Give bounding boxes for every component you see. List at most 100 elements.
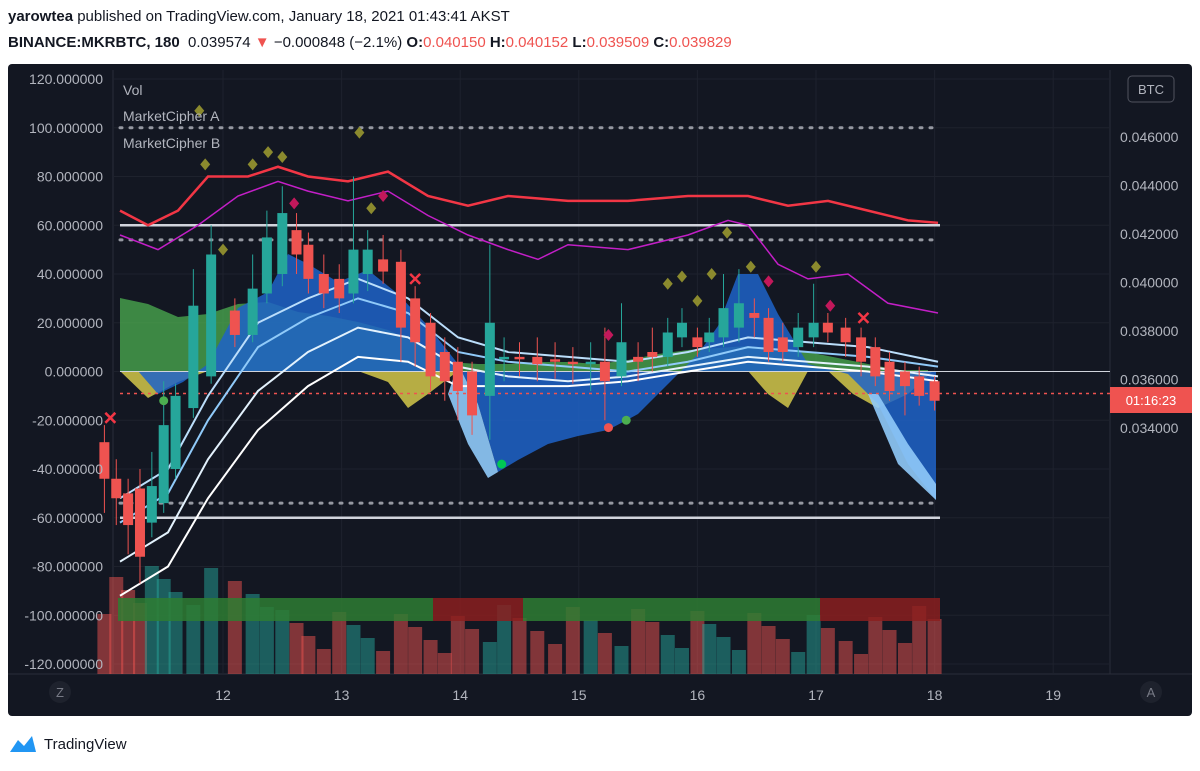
publish-line: yarowtea published on TradingView.com, J… [8, 8, 510, 25]
volume-bar [806, 615, 821, 674]
candle-body [763, 317, 774, 352]
published-text: published on TradingView.com, January 18… [77, 8, 510, 25]
close-value: 0.039829 [669, 34, 732, 51]
trend-segment-green [523, 598, 820, 621]
volume-bar [716, 637, 731, 674]
candle-body [793, 327, 804, 348]
signals [104, 104, 870, 469]
corner-z-text: Z [56, 685, 64, 700]
left-tick-label: 40.000000 [37, 266, 103, 282]
candle-body [452, 361, 463, 391]
auto-scale-text: A [1147, 685, 1156, 700]
left-tick-label: -60.000000 [32, 510, 103, 526]
wave-line [119, 355, 939, 597]
diamond-signal-icon [662, 277, 673, 290]
left-tick-label: 0.000000 [45, 364, 104, 380]
candle-body [348, 249, 359, 294]
candle-body [277, 213, 288, 274]
volume-bar [482, 642, 497, 674]
low-label: L: [572, 34, 587, 51]
legend-marketcipher-b: MarketCipher B [123, 135, 220, 151]
candle-body [808, 322, 819, 338]
candle-body [733, 303, 744, 328]
x-tick-label: 14 [452, 687, 468, 703]
candle-body [616, 342, 627, 377]
volume-bar [423, 640, 438, 674]
volume-bar [775, 639, 790, 674]
sell-diamond-icon [378, 190, 389, 202]
candle-body [567, 361, 578, 365]
volume-bar [393, 614, 408, 674]
volume-bar [820, 628, 835, 674]
candle-body [484, 322, 495, 396]
volume-bar [882, 630, 897, 674]
countdown-text: 01:16:23 [1126, 393, 1177, 408]
volume-bar [927, 619, 942, 674]
volume-bar [301, 636, 316, 674]
volume-bar [360, 638, 375, 674]
x-tick-label: 15 [571, 687, 587, 703]
currency-badge[interactable]: BTC [1127, 75, 1175, 103]
candle-body [633, 356, 644, 362]
cross-signal-icon [104, 411, 117, 424]
left-tick-label: 20.000000 [37, 315, 103, 331]
dot-signal-icon [497, 459, 507, 469]
volume-bar [838, 641, 853, 674]
volume-bar [583, 620, 598, 674]
candle-body [425, 322, 436, 377]
symbol-label: BINANCE:MKRBTC, 180 [8, 34, 180, 51]
low-value: 0.039509 [586, 34, 650, 51]
diamond-signal-icon [745, 260, 756, 273]
author-name[interactable]: yarowtea [8, 8, 74, 25]
left-tick-label: -40.000000 [32, 461, 103, 477]
open-value: 0.040150 [423, 34, 486, 51]
volume-bar [465, 629, 480, 674]
cross-signal-icon [409, 272, 422, 285]
candle-body [206, 254, 217, 377]
candle-body [134, 488, 145, 557]
candle-body [362, 249, 373, 274]
volume-bar [614, 646, 629, 674]
chart-svg[interactable]: 120.000000100.00000080.00000060.00000040… [8, 64, 1192, 716]
trend-segment-red [820, 598, 940, 621]
candle-body [188, 305, 199, 409]
diamond-signal-icon [366, 202, 377, 215]
candle-body [123, 493, 134, 526]
candle-body [662, 332, 673, 357]
volume-bar [761, 626, 776, 674]
candle-body [291, 230, 302, 255]
volume-bar [597, 633, 612, 674]
legend-marketcipher-a: MarketCipher A [123, 108, 220, 124]
candle-body [647, 352, 658, 357]
dot-signal-icon [603, 423, 613, 433]
volume-bar [791, 652, 806, 674]
axes: 120.000000100.00000080.00000060.00000040… [24, 71, 1178, 703]
volume-bar [376, 651, 391, 674]
volume-bar [631, 609, 646, 674]
candle-body [158, 425, 169, 504]
volume-bar [702, 624, 717, 674]
symbol-line: BINANCE:MKRBTC, 180 0.039574 ▼ −0.000848… [8, 34, 732, 51]
candle-body [718, 308, 729, 338]
corner-z-button[interactable]: Z [49, 681, 71, 703]
candle-body [822, 322, 833, 333]
tradingview-footer[interactable]: TradingView [8, 734, 127, 754]
volume-bar [660, 635, 675, 674]
candle-body [929, 381, 940, 401]
diamond-signal-icon [218, 243, 228, 256]
close-label: C: [653, 34, 670, 51]
right-tick-label: 0.040000 [1120, 275, 1179, 291]
candle-body [599, 361, 610, 382]
volume-bars [97, 566, 942, 674]
volume-bar [747, 613, 762, 674]
auto-scale-button[interactable]: A [1140, 681, 1162, 703]
open-label: O: [406, 34, 424, 51]
diamond-signal-icon [277, 151, 288, 163]
chart-panel[interactable]: 120.000000 100.000000 80.000000 60.000000 40… [8, 64, 1192, 716]
legend-vol: Vol [123, 82, 142, 98]
down-arrow-icon: ▼ [254, 34, 270, 51]
right-tick-label: 0.044000 [1120, 178, 1179, 194]
right-tick-label: 0.046000 [1120, 129, 1179, 145]
left-tick-label: -120.000000 [24, 656, 103, 672]
volume-bar [316, 649, 331, 674]
